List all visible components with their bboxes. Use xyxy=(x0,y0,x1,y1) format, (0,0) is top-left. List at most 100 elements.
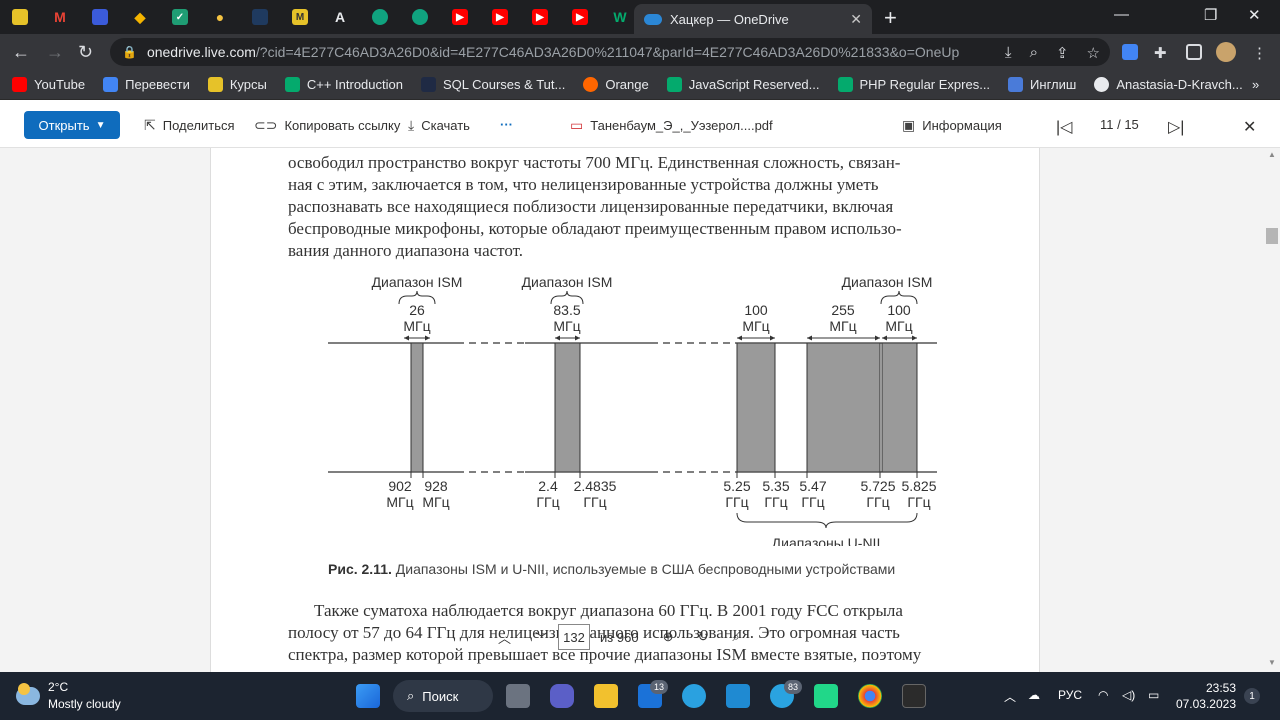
bookmark-js[interactable]: JavaScript Reserved... xyxy=(666,77,820,92)
bookmark-cpp[interactable]: C++ Introduction xyxy=(284,77,403,92)
width-value: 255 xyxy=(831,302,855,318)
bookmark-sql[interactable]: SQL Courses & Tut... xyxy=(420,77,565,92)
chevron-up-icon[interactable]: ︿ xyxy=(498,630,512,646)
chevron-down-icon[interactable]: ﹀ xyxy=(535,630,549,646)
check-tab[interactable]: ✓ xyxy=(160,0,200,34)
close-viewer-icon[interactable]: ✕ xyxy=(1243,119,1257,136)
hex-tab[interactable] xyxy=(240,0,280,34)
download-button[interactable]: ⤓ Скачать xyxy=(408,117,470,133)
previous-file-icon[interactable]: |◁ xyxy=(1056,119,1073,136)
pinned-tab-1[interactable] xyxy=(0,0,40,34)
url-field[interactable]: 🔒 onedrive.live.com /?cid=4E277C46AD3A26… xyxy=(110,38,1110,66)
bookmark-translate[interactable]: Перевести xyxy=(103,77,190,92)
close-tab-icon[interactable]: ✕ xyxy=(850,10,862,27)
share-icon[interactable]: ⇪ xyxy=(1055,45,1069,62)
tray-overflow-icon[interactable]: ︿ xyxy=(1004,690,1017,704)
bookmark-github[interactable]: Anastasia-D-Kravch... xyxy=(1094,77,1243,92)
zoom-in-icon[interactable]: ⊕ xyxy=(662,629,674,644)
task-view-icon[interactable] xyxy=(506,684,530,708)
vscode-icon[interactable] xyxy=(726,684,750,708)
teams-chat-icon[interactable] xyxy=(550,684,574,708)
chrome-icon[interactable] xyxy=(858,684,882,708)
w3schools-tab[interactable]: W xyxy=(612,9,628,25)
text-line: спектра, размер которой превышает все пр… xyxy=(288,645,922,664)
share-button[interactable]: ⇱ Поделиться xyxy=(144,117,235,133)
profile-avatar[interactable] xyxy=(1216,42,1236,62)
open-button[interactable]: Открыть ▼ xyxy=(24,111,120,139)
youtube-tab-4[interactable]: ▶ xyxy=(560,0,600,34)
bookmark-youtube[interactable]: YouTube xyxy=(12,77,85,92)
bulb-tab[interactable]: ● xyxy=(200,0,240,34)
copy-link-button[interactable]: ⊂⊃ Копировать ссылку xyxy=(254,117,401,133)
bookmark-english[interactable]: Инглиш xyxy=(1008,77,1076,92)
translate-icon xyxy=(103,77,119,92)
pinned-tab-3[interactable] xyxy=(80,0,120,34)
bookmark-orange[interactable]: Orange xyxy=(583,77,649,92)
tick-value: 5.825 xyxy=(901,478,936,494)
pinned-tab-9[interactable]: A xyxy=(320,0,360,34)
bell-tab[interactable]: ◆ xyxy=(120,0,160,34)
zoom-icon[interactable]: ⌕ xyxy=(1029,44,1038,61)
github-icon xyxy=(1094,77,1110,92)
terminal-icon[interactable] xyxy=(902,684,926,708)
more-options-button[interactable]: ··· xyxy=(500,117,513,132)
forward-icon[interactable]: → xyxy=(46,42,64,62)
edge-icon[interactable] xyxy=(682,684,706,708)
extensions-puzzle-icon[interactable]: ✚ xyxy=(1154,45,1167,62)
chrome-menu-icon[interactable]: ⋮ xyxy=(1252,45,1267,62)
pycharm-icon[interactable] xyxy=(814,684,838,708)
volume-icon[interactable]: ◁) xyxy=(1122,688,1136,702)
arrow-heads xyxy=(404,335,917,341)
minimize-icon[interactable]: — xyxy=(1114,6,1129,23)
vertical-scrollbar[interactable]: ▲ ▼ xyxy=(1264,148,1280,672)
rotate-icon[interactable]: ↻ xyxy=(697,629,709,644)
reload-icon[interactable]: ↻ xyxy=(78,42,94,62)
bookmark-star-icon[interactable]: ☆ xyxy=(1086,45,1100,62)
w3schools-icon xyxy=(837,77,853,92)
chatgpt-tab-2[interactable] xyxy=(400,0,440,34)
bookmark-php[interactable]: PHP Regular Expres... xyxy=(837,77,990,92)
new-tab-button[interactable]: + xyxy=(884,5,897,30)
youtube-tab-2[interactable]: ▶ xyxy=(480,0,520,34)
browser-tab-strip: M ◆ ✓ ● M A ▶ ▶ ▶ ▶ W Хацкер — OneDrive … xyxy=(0,0,1280,34)
clock[interactable]: 23:53 07.03.2023 xyxy=(1172,680,1236,712)
language-indicator[interactable]: РУС xyxy=(1058,688,1083,702)
install-app-icon[interactable]: ⤓ xyxy=(1004,44,1012,61)
tick-unit: ГГц xyxy=(583,494,606,510)
active-tab[interactable]: Хацкер — OneDrive ✕ xyxy=(634,4,872,34)
weather-widget[interactable]: 2°C Mostly cloudy xyxy=(16,680,121,711)
scrollbar-thumb[interactable] xyxy=(1266,228,1278,244)
side-panel-icon[interactable] xyxy=(1186,44,1202,60)
start-icon[interactable] xyxy=(356,684,380,708)
scroll-up-icon[interactable]: ▲ xyxy=(1268,150,1276,159)
telegram-badge: 83 xyxy=(784,680,802,694)
pinned-tab-8[interactable]: M xyxy=(280,0,320,34)
next-file-icon[interactable]: ▷| xyxy=(1168,119,1185,136)
info-button[interactable]: ▣ Информация xyxy=(902,117,1002,133)
link-icon: ⊂⊃ xyxy=(254,117,278,133)
translate-extension-icon[interactable] xyxy=(1122,44,1138,60)
pdf-file-icon: ▭ xyxy=(570,117,584,133)
back-icon[interactable]: ← xyxy=(12,42,30,62)
url-host: onedrive.live.com xyxy=(146,44,256,60)
wifi-icon[interactable]: ◠ xyxy=(1098,688,1109,702)
file-explorer-icon[interactable] xyxy=(594,684,618,708)
gmail-tab[interactable]: M xyxy=(40,0,80,34)
chatgpt-tab-1[interactable] xyxy=(360,0,400,34)
search-icon[interactable]: ⌕ xyxy=(732,629,740,644)
taskbar-search[interactable]: ⌕ Поиск xyxy=(393,680,493,712)
youtube-tab-3[interactable]: ▶ xyxy=(520,0,560,34)
notification-badge[interactable]: 1 xyxy=(1244,688,1260,704)
bookmarks-overflow-icon[interactable]: » xyxy=(1252,77,1260,92)
battery-icon[interactable]: ▭ xyxy=(1148,688,1160,702)
scroll-down-icon[interactable]: ▼ xyxy=(1268,658,1276,667)
restore-icon[interactable]: ❐ xyxy=(1204,7,1218,24)
onedrive-tray-icon[interactable]: ☁ xyxy=(1028,688,1040,702)
window-close-icon[interactable]: ✕ xyxy=(1248,7,1261,24)
pdf-viewer[interactable]: освободил пространство вокруг частоты 70… xyxy=(0,148,1280,672)
youtube-tab-1[interactable]: ▶ xyxy=(440,0,480,34)
chevron-down-icon: ▼ xyxy=(95,119,106,131)
page-number-input[interactable]: 132 xyxy=(558,624,591,650)
bookmark-courses[interactable]: Курсы xyxy=(207,77,267,92)
width-unit: МГц xyxy=(742,318,769,334)
